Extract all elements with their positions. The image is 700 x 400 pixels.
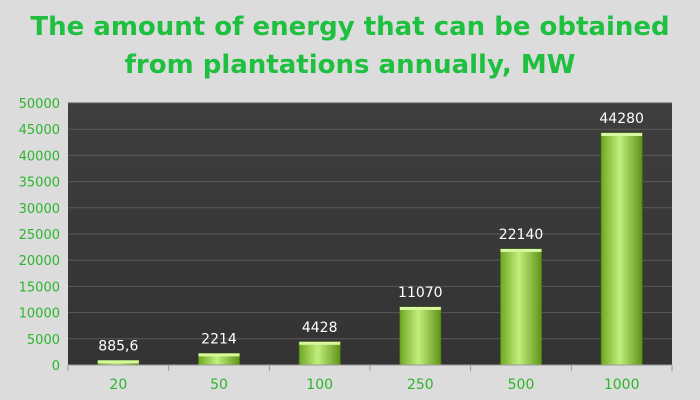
y-tick-label: 5000: [27, 333, 60, 348]
x-tick-label: 1000: [604, 377, 640, 393]
x-tick-label: 250: [407, 377, 434, 393]
y-tick-label: 35000: [19, 176, 60, 191]
bar-100: [298, 341, 341, 366]
y-tick-label: 10000: [19, 307, 60, 322]
chart-title-line-2: from plantations annually, MW: [124, 50, 576, 80]
data-label: 22140: [499, 227, 544, 243]
bar-top-highlight: [399, 306, 441, 310]
y-tick-label: 30000: [19, 202, 60, 217]
data-label: 4428: [302, 320, 338, 336]
bar-top-highlight: [97, 360, 139, 364]
bar-top-highlight: [601, 132, 643, 136]
y-tick-label: 15000: [19, 280, 60, 295]
data-label: 44280: [599, 111, 644, 127]
bar-500: [500, 248, 542, 366]
y-tick-label: 50000: [19, 97, 60, 112]
bar-250: [399, 306, 442, 366]
bar-top-highlight: [299, 341, 341, 345]
data-label: 885,6: [98, 338, 138, 354]
data-label: 11070: [398, 285, 443, 301]
y-tick-label: 0: [52, 359, 60, 374]
y-tick-label: 20000: [19, 254, 60, 269]
y-tick-label: 45000: [19, 123, 60, 138]
x-tick-label: 20: [109, 377, 127, 393]
bar-top-highlight: [500, 248, 542, 252]
x-tick-label: 100: [306, 377, 333, 393]
x-tick-label: 500: [508, 377, 535, 393]
data-label: 2214: [201, 331, 237, 347]
chart-title-line-1: The amount of energy that can be obtaine…: [30, 12, 670, 42]
y-tick-label: 25000: [19, 228, 60, 243]
chart-title: The amount of energy that can be obtaine…: [0, 8, 700, 84]
x-tick-label: 50: [210, 377, 228, 393]
bar-1000: [600, 132, 643, 366]
bar-top-highlight: [198, 353, 240, 357]
y-tick-label: 40000: [19, 149, 60, 164]
